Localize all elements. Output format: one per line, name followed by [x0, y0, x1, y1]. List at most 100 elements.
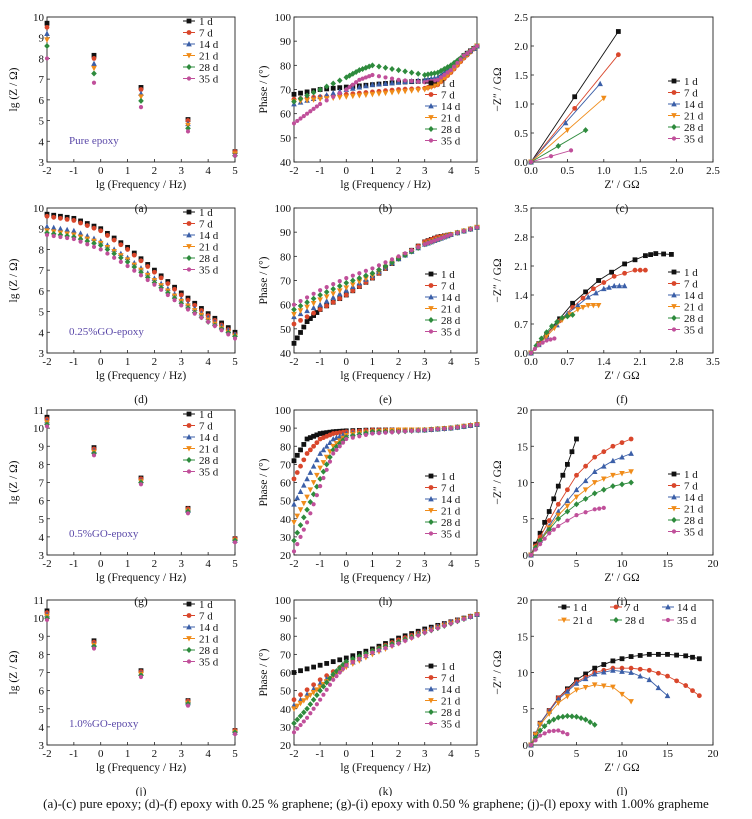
data-point: 14 d: (11, 10)	[628, 669, 634, 675]
y-tick-label: 30	[280, 532, 292, 544]
y-tick-label: 2.8	[514, 232, 528, 244]
data-point: 35 d: (0, 71)	[344, 275, 349, 281]
data-point: 7 d: (2.3, 6.6)	[158, 275, 164, 281]
data-point: 21 d: (-0.5, 64.5)	[330, 291, 337, 297]
data-point: 35 d: (0, 8)	[98, 247, 103, 252]
y-tick-label: 90	[280, 36, 292, 48]
sample-label: 1.0%GO-epoxy	[69, 718, 139, 730]
x-tick-label: 4	[448, 558, 454, 570]
legend-marker	[671, 517, 677, 523]
panel-letter: (f)	[616, 394, 628, 406]
data-point: 1 d: (8, 11.1)	[601, 662, 607, 667]
data-point: 35 d: (-1.5, 38)	[304, 520, 310, 525]
data-point: 28 d: (9, 9.5)	[610, 483, 616, 490]
legend-label: 35 d	[441, 719, 461, 731]
data-point: 7 d: (-1.5, 76)	[304, 451, 310, 456]
data-point: 14 d: (-0.7, 8.8)	[77, 230, 84, 236]
legend-label: 7 d	[199, 421, 213, 433]
data-point: 7 d: (-1, 58)	[317, 307, 323, 312]
x-tick-label: 20	[708, 748, 720, 760]
data-point: 21 d: (9, 11)	[610, 472, 616, 479]
data-point: 28 d: (7, 8.5)	[591, 490, 598, 497]
data-point: 21 d: (-1.1, 64)	[314, 472, 320, 479]
data-point: 7 d: (2, 6.9)	[152, 269, 157, 275]
data-point: 35 d: (1.5, 6.9)	[138, 482, 144, 487]
x-axis-label: Z′ / GΩ	[604, 370, 639, 382]
data-point: 35 d: (0.3, 72)	[350, 273, 355, 278]
y-tick-label: 50	[280, 324, 292, 336]
data-point: 14 d: (1.1, 1.4)	[585, 294, 591, 300]
data-point: 35 d: (-1.2, 8.6)	[65, 235, 70, 241]
data-point: 35 d: (3.3, 4.5)	[185, 129, 191, 134]
y-tick-label: 3	[39, 550, 45, 562]
data-point: 28 d: (-0.7, 70)	[323, 461, 330, 468]
x-tick-label: -1	[69, 165, 78, 177]
x-tick-label: 1	[370, 165, 376, 177]
legend-label: 7 d	[441, 483, 455, 495]
y-tick-label: 11	[33, 595, 44, 607]
x-tick-label: -1	[316, 558, 325, 570]
data-point: 21 d: (9, 8)	[610, 684, 616, 690]
data-point: 35 d: (0.5, 67.5)	[357, 656, 362, 662]
data-point: 1 d: (-1, 87)	[317, 431, 323, 436]
data-point: 35 d: (2.3, 6.1)	[159, 287, 164, 292]
x-axis-label: lg (Frequency / Hz)	[96, 572, 187, 584]
data-point: 35 d: (-1.2, 62)	[311, 106, 316, 111]
data-point: 1 d: (2, 2.3)	[632, 257, 638, 263]
y-tick-label: 90	[280, 613, 292, 625]
data-point: 21 d: (-1, 62)	[317, 297, 323, 303]
y-axis-label: Phase / (°)	[258, 256, 270, 304]
data-point: 28 d: (2.8, 76.5)	[415, 70, 421, 77]
sample-label: 0.5%GO-epoxy	[69, 528, 139, 540]
data-point: 35 d: (3, 5.3)	[179, 303, 184, 308]
legend-label: 28 d	[441, 517, 461, 529]
data-point: 35 d: (2, 80)	[396, 254, 401, 259]
x-tick-label: 3	[422, 356, 428, 368]
data-point: 14 d: (-1.2, 9)	[64, 226, 70, 233]
plot-frame	[46, 16, 236, 163]
data-point: 28 d: (0.3, 70)	[350, 277, 356, 284]
data-point: 35 d: (-0.7, 67)	[324, 467, 329, 472]
legend: 1 d7 d14 d21 d28 d35 d	[183, 409, 219, 479]
legend-label: 7 d	[199, 28, 213, 40]
data-point: 14 d: (-1.5, 9)	[57, 225, 64, 232]
data-point: 14 d: (2, 73)	[395, 79, 402, 85]
data-point: 28 d: (-1.5, 61)	[304, 299, 310, 306]
y-tick-label: 5	[39, 704, 45, 716]
data-point: 1 d: (1.5, 4.5)	[542, 519, 548, 525]
legend-label: 28 d	[199, 62, 219, 74]
data-point: 35 d: (0.5, 0.8)	[533, 547, 538, 552]
data-point: 7 d: (-1.6, 72.5)	[301, 457, 307, 463]
data-point: 35 d: (3, 82)	[422, 630, 427, 635]
x-tick-label: 4	[205, 748, 211, 760]
x-tick-label: 1	[125, 748, 131, 760]
data-point: 1 d: (-1.7, 48.5)	[298, 330, 303, 335]
data-point: 7 d: (1.6, 1.9)	[611, 273, 617, 279]
x-axis-label: lg (Frequency / Hz)	[340, 762, 431, 774]
data-point: 28 d: (-2, 8.6)	[44, 43, 50, 49]
data-point: 28 d: (-0.5, 72.5)	[330, 80, 337, 87]
legend-label: 1 d	[199, 207, 213, 219]
legend-label: 28 d	[684, 313, 704, 325]
data-point: 21 d: (8, 10.5)	[601, 476, 607, 482]
y-axis-label: Phase / (°)	[258, 458, 270, 506]
x-tick-label: 3	[422, 165, 428, 177]
data-point: 21 d: (1.2, 1.2)	[590, 302, 597, 309]
data-point: 35 d: (1, 1.5)	[538, 542, 543, 547]
data-point: 14 d: (-1.6, 58.5)	[301, 482, 307, 488]
data-point: 35 d: (-1.9, 29)	[295, 726, 300, 731]
legend-label: 7 d	[441, 90, 455, 102]
data-point: 28 d: (0.5, 7.8)	[111, 250, 117, 257]
data-point: 28 d: (-0.9, 52.3)	[320, 683, 327, 690]
y-tick-label: 0.7	[514, 319, 528, 331]
y-tick-label: 9	[39, 441, 45, 453]
y-tick-label: 1.0	[514, 99, 528, 111]
data-point: 35 d: (4.3, 4.3)	[212, 323, 217, 329]
data-point: 35 d: (2, 1.9)	[547, 729, 552, 734]
data-point: 28 d: (1.5, 76)	[382, 263, 389, 269]
data-point: 1 d: (-1.7, 68.5)	[298, 90, 303, 96]
x-tick-label: 5	[474, 356, 480, 368]
data-point: 7 d: (4, 9)	[565, 487, 570, 493]
data-point: 7 d: (-1.9, 65.5)	[294, 470, 300, 475]
y-tick-label: 100	[275, 203, 292, 215]
